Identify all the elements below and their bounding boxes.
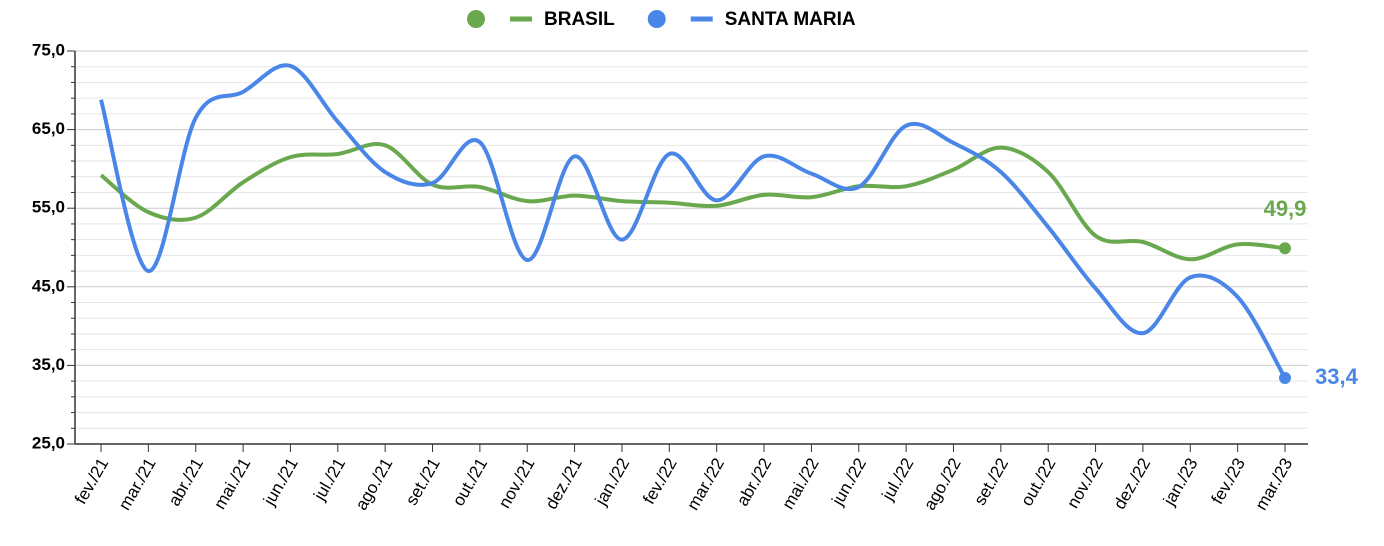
legend-label: BRASIL bbox=[544, 9, 615, 30]
x-tick-label: fev./23 bbox=[1208, 455, 1249, 508]
x-tick-label: jun./22 bbox=[828, 455, 870, 510]
x-tick-label: fev./22 bbox=[639, 455, 680, 508]
point bbox=[1279, 242, 1291, 255]
x-tick-label: dez./21 bbox=[542, 455, 586, 513]
x-tick-label: mar./21 bbox=[115, 455, 160, 514]
x-tick-label: out./21 bbox=[449, 455, 491, 510]
x-tick-label: ago./22 bbox=[920, 455, 965, 514]
x-tick-label: nov./21 bbox=[495, 455, 539, 512]
x-tick-label: mar./22 bbox=[683, 455, 728, 514]
x-tick-label: mai./21 bbox=[210, 455, 254, 513]
x-tick-label: set./21 bbox=[402, 455, 444, 509]
x-tick-label: mai./22 bbox=[778, 455, 822, 513]
y-tick-label: 45,0 bbox=[32, 276, 65, 295]
x-tick-label: jul./21 bbox=[310, 455, 350, 505]
line-series bbox=[99, 63, 1287, 379]
x-tick-label: fev./21 bbox=[71, 455, 112, 508]
y-tick-label: 55,0 bbox=[32, 198, 65, 217]
point bbox=[1279, 371, 1291, 384]
x-tick-label: mar./23 bbox=[1252, 455, 1297, 514]
value-label: 33,4 bbox=[1315, 364, 1359, 389]
x-tick-label: abr./22 bbox=[733, 455, 775, 510]
legend-dot bbox=[467, 10, 485, 28]
value-label: 49,9 bbox=[1264, 196, 1307, 221]
x-tick-label: out./22 bbox=[1017, 455, 1059, 510]
legend: BRASIL SANTA MARIA bbox=[467, 9, 856, 30]
x-tick-label: jan./23 bbox=[1159, 455, 1201, 510]
legend-label: SANTA MARIA bbox=[725, 9, 856, 30]
x-tick-label: dez./22 bbox=[1110, 455, 1154, 513]
y-tick-label: 25,0 bbox=[32, 433, 65, 452]
line-series bbox=[99, 142, 1286, 262]
y-tick-label: 75,0 bbox=[32, 40, 65, 59]
x-tick-label: jul./22 bbox=[878, 455, 918, 505]
x-tick-label: jan./22 bbox=[591, 455, 633, 510]
x-tick-label: ago./21 bbox=[352, 455, 397, 514]
x-tick-label: nov./22 bbox=[1063, 455, 1107, 512]
y-tick-label: 65,0 bbox=[32, 119, 65, 138]
x-tick-label: abr./21 bbox=[165, 455, 207, 510]
y-tick-label: 35,0 bbox=[32, 355, 65, 374]
x-tick-label: set./22 bbox=[970, 455, 1012, 509]
x-tick-label: jun./21 bbox=[259, 455, 301, 510]
legend-dot bbox=[647, 10, 666, 28]
